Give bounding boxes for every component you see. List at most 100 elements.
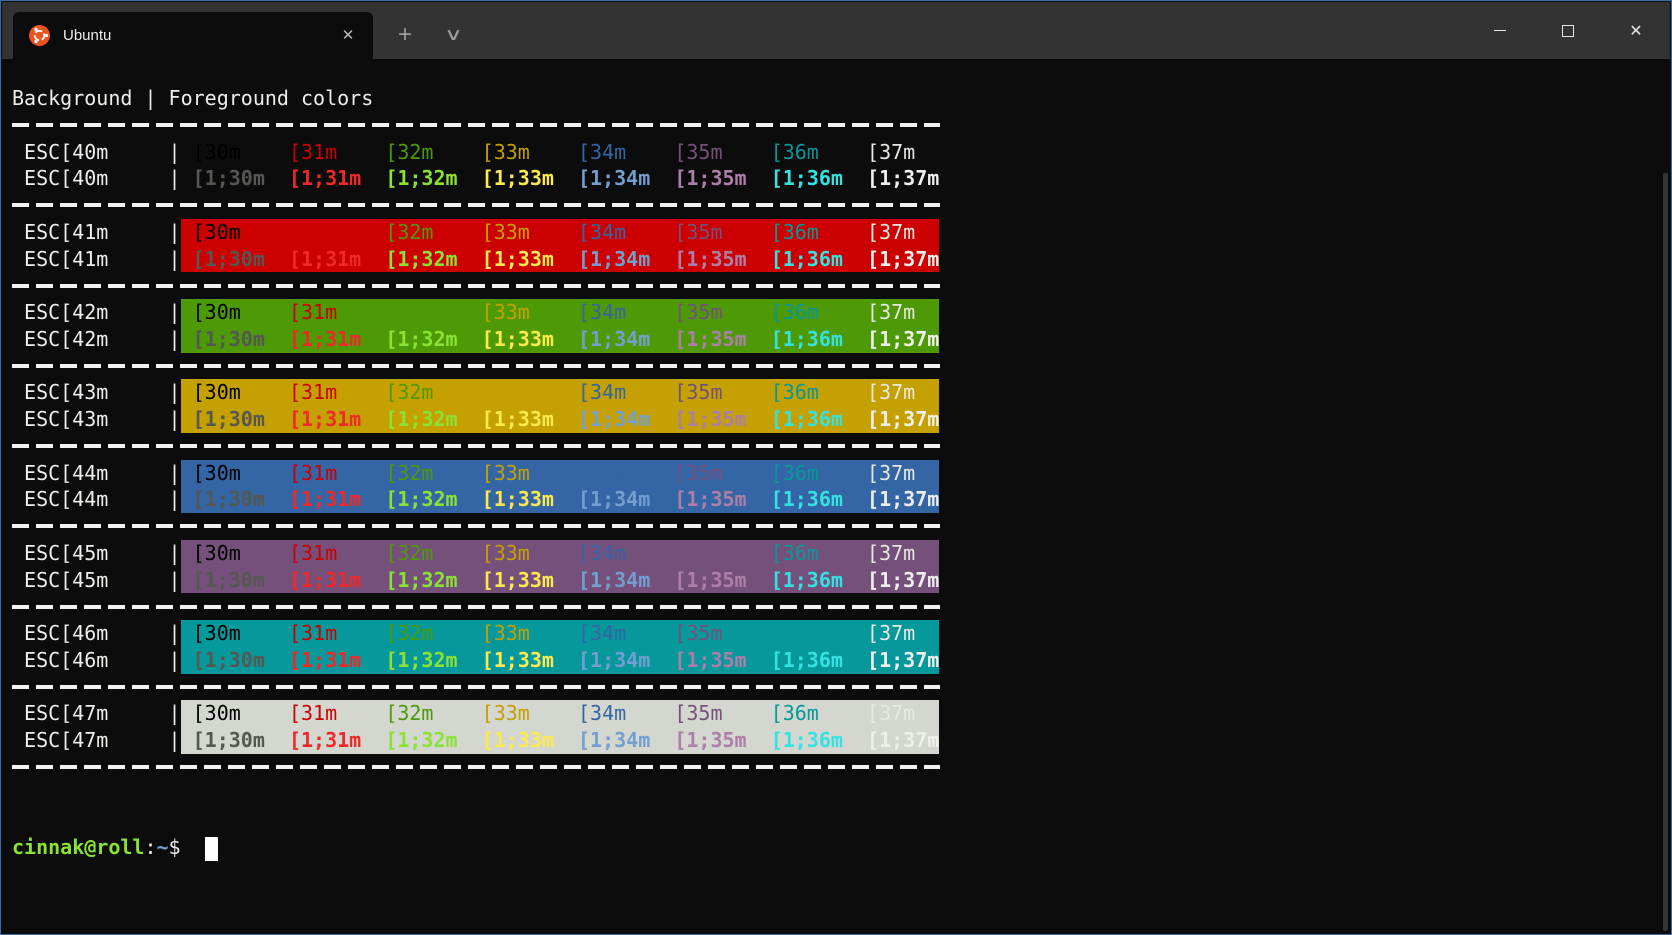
ansi-code: [1;35m	[674, 567, 747, 592]
ansi-code: [1;35m	[674, 728, 747, 752]
terminal-line: ESC[42m | [1;30m [1;31m [1;32m [1;33m [1…	[12, 325, 1670, 353]
terminal-line: ESC[40m | [1;30m [1;31m [1;32m [1;33m [1…	[12, 165, 1670, 192]
dashed-separator	[12, 363, 940, 368]
ansi-code: [34m	[578, 540, 627, 565]
ansi-code: [33m	[481, 380, 530, 405]
ansi-code: [1;31m	[288, 487, 362, 512]
terminal-line: ESC[41m | [30m [31m [32m [33m [34m [35m …	[12, 218, 1670, 246]
dashed-separator	[12, 123, 940, 128]
ansi-code: [37m	[867, 540, 916, 565]
terminal-viewport[interactable]: Background | Foreground colors ESC[40m |…	[2, 59, 1670, 933]
ansi-code: [37m	[867, 380, 916, 405]
ansi-code: [1;37m	[867, 567, 940, 592]
terminal-line	[12, 353, 1670, 380]
prompt-colon: :	[144, 835, 157, 859]
color-band-42-bold: [1;30m [1;31m [1;32m [1;33m [1;34m [1;35…	[180, 325, 939, 353]
ansi-code: [1;35m	[674, 326, 747, 351]
prompt-path: ~	[156, 835, 169, 859]
ansi-code: [1;36m	[770, 326, 843, 351]
terminal-line	[12, 754, 1670, 781]
ansi-code: [31m	[288, 300, 338, 324]
tab-close-icon[interactable]: ✕	[341, 26, 355, 44]
escape-row-label: ESC[45m |	[12, 540, 181, 565]
escape-row-label: ESC[40m |	[12, 139, 181, 164]
ansi-code: [30m	[192, 219, 241, 244]
ubuntu-logo-icon	[29, 25, 50, 46]
ansi-code: [36m	[770, 139, 819, 164]
ansi-code: [1;33m	[481, 246, 554, 271]
ansi-code: [35m	[674, 701, 723, 726]
ansi-code: [34m	[578, 139, 627, 164]
shell-prompt: cinnak@roll:~$	[12, 834, 1670, 861]
ansi-code: [1;30m	[192, 326, 265, 351]
ansi-code: [1;36m	[770, 166, 843, 191]
escape-row-label: ESC[43m |	[12, 380, 181, 405]
ansi-code: [1;33m	[481, 326, 554, 351]
escape-row-label: ESC[47m |	[12, 701, 181, 726]
ansi-code: [1;35m	[674, 487, 747, 512]
escape-row-label: ESC[46m |	[12, 621, 181, 645]
ansi-code: [1;36m	[770, 567, 843, 592]
tab-title: Ubuntu	[63, 27, 112, 44]
ansi-code: [33m	[481, 621, 530, 645]
ansi-code: [31m	[288, 460, 338, 485]
ansi-code: [30m	[192, 621, 241, 645]
ansi-code: [1;30m	[192, 567, 265, 592]
color-band-47: [30m [31m [32m [33m [34m [35m [36m [37m	[180, 700, 940, 727]
ansi-code: [37m	[867, 460, 916, 485]
ansi-code: [30m	[192, 540, 241, 565]
ansi-code: [31m	[288, 380, 338, 405]
ansi-code: [1;37m	[867, 728, 940, 752]
ansi-code: [1;31m	[288, 647, 362, 672]
scrollbar-thumb[interactable]	[1663, 173, 1668, 931]
ansi-code: [35m	[674, 300, 723, 324]
escape-row-label: ESC[42m |	[12, 300, 181, 324]
terminal-cursor	[204, 837, 218, 861]
maximize-button[interactable]	[1534, 2, 1602, 59]
terminal-line: ESC[41m | [1;30m [1;31m [1;32m [1;33m [1…	[12, 245, 1670, 273]
terminal-line: ESC[43m | [30m [31m [32m [33m [34m [35m …	[12, 379, 1670, 406]
close-button[interactable]: ✕	[1602, 2, 1670, 59]
dashed-separator	[12, 765, 940, 770]
ansi-code: [1;31m	[288, 728, 362, 752]
ansi-code: [37m	[867, 219, 916, 244]
escape-row-label: ESC[40m |	[12, 166, 181, 191]
dashed-separator	[12, 203, 940, 208]
ansi-code: [36m	[770, 540, 819, 565]
ansi-code: [31m	[288, 139, 338, 164]
close-icon: ✕	[1629, 22, 1643, 40]
prompt-dollar: $	[168, 835, 181, 859]
ansi-code: [32m	[385, 540, 434, 565]
ansi-code: [31m	[288, 540, 338, 565]
terminal-line: ESC[45m | [1;30m [1;31m [1;32m [1;33m [1…	[12, 566, 1670, 594]
ansi-code: [1;34m	[578, 326, 651, 351]
escape-row-label: ESC[44m |	[12, 487, 181, 512]
new-tab-button[interactable]: +	[397, 21, 412, 48]
ansi-code: [30m	[192, 701, 241, 726]
color-band-41: [30m [31m [32m [33m [34m [35m [36m [37m	[180, 218, 940, 246]
minimize-button[interactable]	[1466, 2, 1534, 59]
terminal-line: ESC[44m | [1;30m [1;31m [1;32m [1;33m [1…	[12, 486, 1670, 513]
ansi-code: [1;32m	[385, 647, 458, 672]
terminal-line: ESC[43m | [1;30m [1;31m [1;32m [1;33m [1…	[12, 406, 1670, 433]
terminal-line: ESC[46m | [30m [31m [32m [33m [34m [35m …	[12, 620, 1670, 647]
tab-bar: Ubuntu ✕ + ∨ ✕	[2, 2, 1670, 59]
color-band-45: [30m [31m [32m [33m [34m [35m [36m [37m	[180, 539, 940, 567]
tab-dropdown-button[interactable]: ∨	[444, 25, 466, 44]
ansi-code: [37m	[867, 300, 916, 324]
terminal-line	[12, 593, 1670, 620]
ansi-code: [1;31m	[288, 166, 362, 191]
color-band-44: [30m [31m [32m [33m [34m [35m [36m [37m	[180, 459, 940, 487]
ansi-code: [1;33m	[481, 567, 554, 592]
ansi-code: [1;36m	[770, 246, 843, 271]
ansi-code: [1;33m	[481, 166, 554, 191]
tab-ubuntu[interactable]: Ubuntu ✕	[13, 12, 373, 59]
ansi-code: [33m	[481, 300, 530, 324]
escape-row-label: ESC[44m |	[12, 460, 181, 485]
ansi-code: [31m	[288, 219, 338, 244]
ansi-code: [1;32m	[385, 487, 458, 512]
ansi-code: [1;31m	[288, 567, 362, 592]
prompt-user-host: cinnak@roll	[12, 835, 145, 859]
color-band-44-bold: [1;30m [1;31m [1;32m [1;33m [1;34m [1;35…	[180, 486, 939, 513]
